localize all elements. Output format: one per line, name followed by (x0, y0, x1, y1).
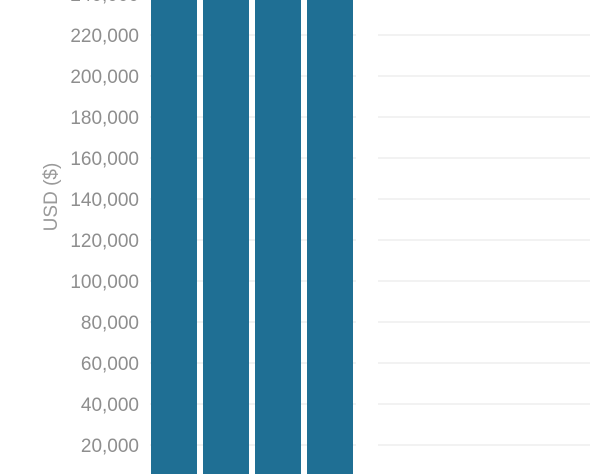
y-axis-title: USD ($) (41, 163, 62, 232)
bars (151, 0, 353, 474)
y-tick-label: 160,000 (70, 149, 139, 170)
bar-panel-1-4 (307, 0, 353, 474)
y-tick-label: 40,000 (81, 395, 139, 416)
y-tick-label: 100,000 (70, 272, 139, 293)
y-tick-label: 220,000 (70, 26, 139, 47)
y-tick-label: 20,000 (81, 436, 139, 457)
y-tick-label: 60,000 (81, 354, 139, 375)
y-tick-label: 200,000 (70, 67, 139, 88)
bar-panel-1-1 (151, 0, 197, 474)
y-tick-label: 80,000 (81, 313, 139, 334)
bar-panel-1-3 (255, 0, 301, 474)
y-tick-label: 120,000 (70, 231, 139, 252)
y-tick-label: 180,000 (70, 108, 139, 129)
bar-panel-1-2 (203, 0, 249, 474)
y-tick-label: 240,000 (70, 0, 139, 6)
y-tick-label: 140,000 (70, 190, 139, 211)
y-tick-labels: 20,000 40,000 60,000 80,000 100,000 120,000 14… (70, 0, 139, 457)
